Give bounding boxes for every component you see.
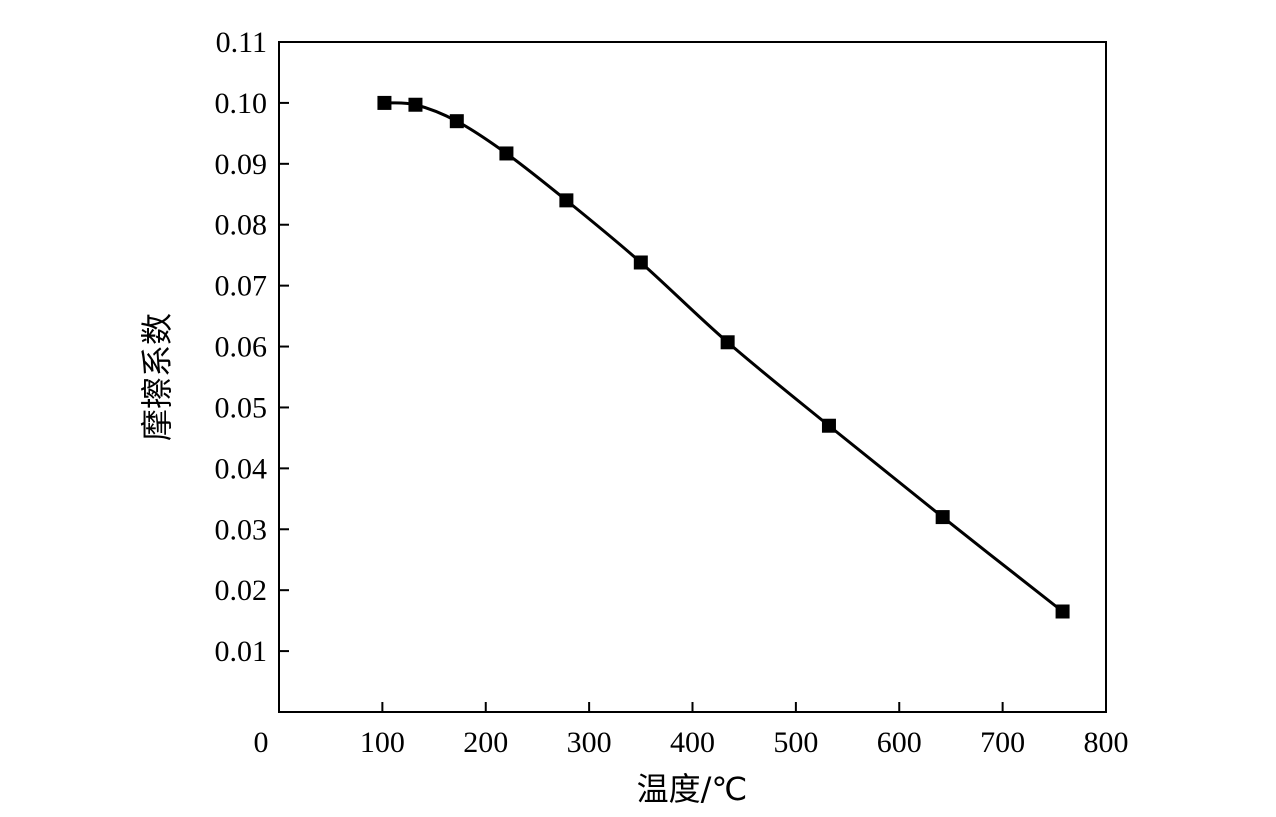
y-tick-label: 0.11: [216, 26, 267, 59]
x-tick-label: 400: [670, 726, 715, 759]
y-axis-ticks: 0.01 0.02 0.03 0.04 0.05 0.06 0.07 0.08 0.09 0.10…: [215, 26, 289, 668]
x-tick-label: 500: [773, 726, 818, 759]
x-tick-label: 300: [567, 726, 612, 759]
y-tick-label: 0.08: [215, 209, 268, 242]
data-point-marker: [408, 97, 423, 112]
y-tick-label: 0.01: [215, 635, 268, 668]
x-tick-label: 0: [254, 726, 269, 759]
x-axis-ticks: 0 100 200 300 400 500 600 700 800: [254, 702, 1129, 759]
data-point-marker: [499, 146, 514, 161]
y-tick-label: 0.09: [215, 148, 268, 181]
y-tick-label: 0.10: [215, 87, 268, 120]
y-tick-label: 0.06: [215, 331, 268, 364]
data-point-marker: [559, 193, 574, 208]
x-tick-label: 600: [877, 726, 922, 759]
y-tick-label: 0.02: [215, 574, 268, 607]
x-tick-label: 100: [360, 726, 405, 759]
data-point-marker: [1055, 604, 1070, 619]
data-point-marker: [377, 95, 392, 110]
x-tick-label: 200: [463, 726, 508, 759]
y-tick-label: 0.03: [215, 513, 268, 546]
data-point-marker: [821, 418, 836, 433]
data-point-marker: [935, 510, 950, 525]
y-tick-label: 0.05: [215, 391, 268, 424]
plot-frame: [278, 41, 1107, 713]
y-tick-label: 0.07: [215, 270, 268, 303]
data-point-marker: [720, 335, 735, 350]
data-point-marker: [449, 114, 464, 129]
x-axis-title: 温度/℃: [637, 770, 748, 808]
series-line: [382, 101, 1065, 613]
series-markers: [377, 95, 1070, 619]
data-point-marker: [633, 255, 648, 270]
y-tick-label: 0.04: [215, 452, 268, 485]
x-tick-label: 800: [1084, 726, 1129, 759]
y-axis-title: 摩擦系数: [138, 313, 176, 441]
x-tick-label: 700: [980, 726, 1025, 759]
